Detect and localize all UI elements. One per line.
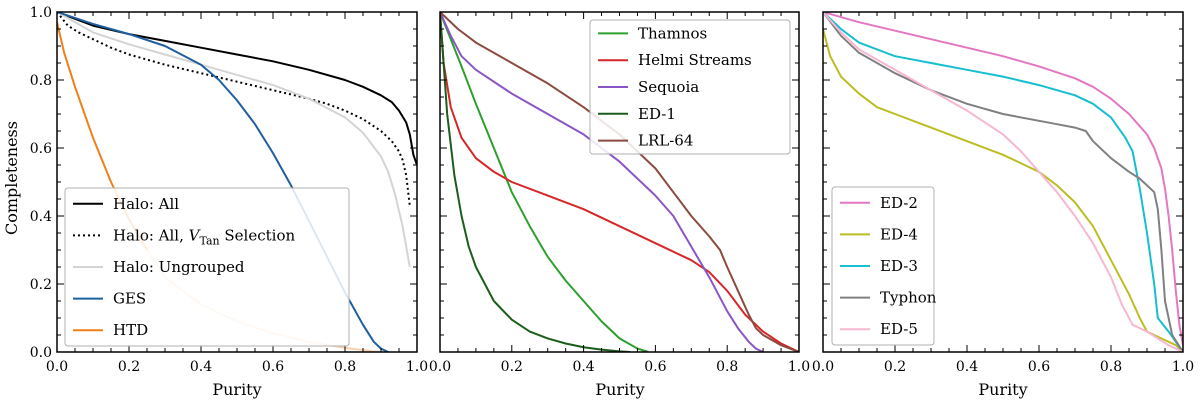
legend: Thamnos Helmi Streams Sequoia ED-1 LRL-64 [589,19,791,155]
legend-label-ed-3: ED-3 [880,257,918,275]
x-tick-label: 0.4 [190,359,212,375]
x-tick-label: 1.0 [406,359,428,375]
panel-2: 0.0 0.2 0.4 0.6 0.8 1.0 Thamnos Helmi Streams Se… [429,11,810,375]
line-lrl-64 [440,12,799,352]
line-thamnos [440,12,649,352]
legend-label-helmi-streams: Helmi Streams [638,51,752,69]
x-axis-title-panel-2: Purity [595,380,644,399]
panel-1: 0.0 0.2 0.4 0.6 0.8 1.0 0.0 0.2 0.4 0.6 0.8 1.0 Halo… [30,5,428,375]
legend-box [831,186,935,346]
x-tick-label: 0.8 [334,359,356,375]
line-ed-2 [823,12,1183,346]
x-axis-title-panel-1: Purity [212,380,261,399]
y-tick-label: 0.2 [30,277,52,293]
x-tick-label: 0.4 [572,359,594,375]
series-lines [440,12,799,352]
x-tick-label: 0.2 [118,359,140,375]
x-tick-label: 0.2 [884,359,906,375]
axes-frame [56,11,418,353]
x-tick-label: 0.2 [501,359,523,375]
legend-label-halo-all-v-tan-selection: Halo: All, VTan Selection [113,226,295,247]
line-typhon [823,12,1183,352]
y-tick-label: 1.0 [30,5,52,21]
legend-label-htd: HTD [113,321,148,339]
x-tick-label: 0.6 [644,359,666,375]
series-lines [823,12,1183,352]
legend-label-ed-2: ED-2 [880,194,918,212]
x-axis-title-panel-3: Purity [978,380,1027,399]
line-ges [57,12,389,352]
legend-label-ed-4: ED-4 [880,225,918,243]
x-tick-label: 1.0 [1172,359,1194,375]
x-tick-label: 0.0 [812,359,834,375]
y-tick-label: 0.6 [30,141,52,157]
legend-box [64,187,350,347]
panel-3: 0.0 0.2 0.4 0.6 0.8 1.0 ED-2 ED-4 ED-3 Typhon ED-5 [812,11,1194,375]
y-tick-label: 0.0 [30,345,52,361]
axes-frame [439,11,800,353]
x-tick-label: 0.6 [262,359,284,375]
legend: Halo: All Halo: All, VTan Selection Halo: … [64,187,350,347]
y-tick-label: 0.8 [30,73,52,89]
legend-label-ed-1: ED-1 [638,105,676,123]
legend-label-sequoia: Sequoia [638,78,699,96]
line-sequoia [440,12,764,352]
line-halo-all-v-tan-selection [57,12,411,206]
x-tick-label: 0.0 [429,359,451,375]
x-tick-label: 1.0 [788,359,810,375]
legend-label-lrl-64: LRL-64 [638,132,693,150]
x-tick-label: 0.0 [46,359,68,375]
x-tick-label: 0.8 [716,359,738,375]
legend-label-typhon: Typhon [880,289,937,307]
line-halo-all [57,12,417,166]
legend: ED-2 ED-4 ED-3 Typhon ED-5 [831,186,937,346]
axes-frame [822,11,1184,353]
legend-label-halo-all: Halo: All [113,195,179,213]
line-halo-ungrouped [57,12,411,268]
y-tick-label: 0.4 [30,209,52,225]
x-tick-label: 0.6 [1028,359,1050,375]
line-ed-3 [823,12,1183,352]
x-tick-label: 0.8 [1100,359,1122,375]
legend-label-thamnos: Thamnos [638,24,707,42]
legend-label-ed-5: ED-5 [880,320,918,338]
legend-label-ges: GES [113,290,146,308]
line-helmi-streams [440,12,799,352]
y-axis-title: Completeness [2,121,21,235]
legend-label-halo-ungrouped: Halo: Ungrouped [113,258,245,276]
x-tick-label: 0.4 [956,359,978,375]
legend-box [589,19,791,155]
line-ed-1 [440,12,631,352]
line-ed-5 [823,12,1183,352]
